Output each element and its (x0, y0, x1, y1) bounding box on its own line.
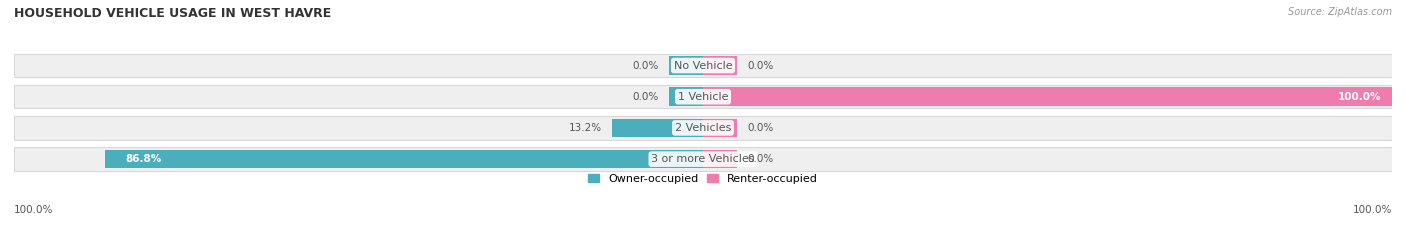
Bar (14, 85, 1392, 108)
Text: Source: ZipAtlas.com: Source: ZipAtlas.com (1288, 7, 1392, 17)
Text: 3 or more Vehicles: 3 or more Vehicles (651, 154, 755, 164)
Bar (703, 87, 1392, 106)
Text: 86.8%: 86.8% (125, 154, 162, 164)
Bar (14, 147, 1392, 171)
Text: 100.0%: 100.0% (14, 205, 53, 215)
Text: 13.2%: 13.2% (568, 123, 602, 133)
Bar (14, 54, 1392, 77)
Text: 1 Vehicle: 1 Vehicle (678, 92, 728, 102)
Text: 0.0%: 0.0% (748, 154, 775, 164)
Bar (703, 56, 738, 75)
Bar (703, 119, 738, 137)
Text: No Vehicle: No Vehicle (673, 61, 733, 70)
Bar (669, 87, 703, 106)
Text: 2 Vehicles: 2 Vehicles (675, 123, 731, 133)
Text: 0.0%: 0.0% (631, 92, 658, 102)
Legend: Owner-occupied, Renter-occupied: Owner-occupied, Renter-occupied (588, 174, 818, 184)
Text: 0.0%: 0.0% (748, 123, 775, 133)
Bar (105, 150, 703, 168)
Bar (612, 119, 703, 137)
Text: 0.0%: 0.0% (631, 61, 658, 70)
Text: 100.0%: 100.0% (1353, 205, 1392, 215)
Text: 0.0%: 0.0% (748, 61, 775, 70)
Text: 100.0%: 100.0% (1339, 92, 1382, 102)
Bar (703, 150, 738, 168)
Bar (14, 116, 1392, 140)
Text: HOUSEHOLD VEHICLE USAGE IN WEST HAVRE: HOUSEHOLD VEHICLE USAGE IN WEST HAVRE (14, 7, 332, 20)
Bar (669, 56, 703, 75)
